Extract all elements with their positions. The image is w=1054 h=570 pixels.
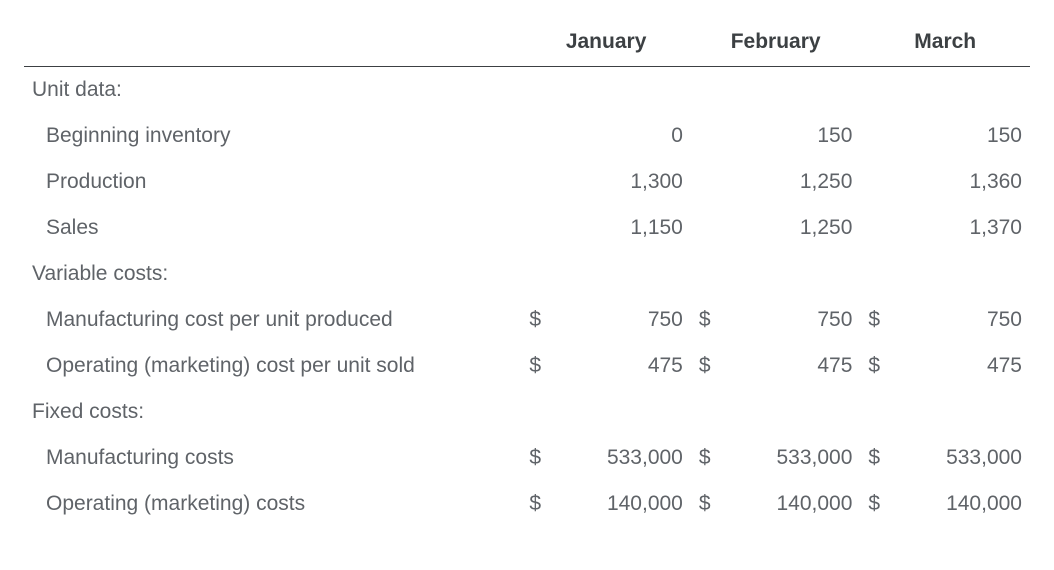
currency-symbol: $ bbox=[521, 343, 555, 389]
row-label: Beginning inventory bbox=[24, 113, 521, 159]
cell-value: 140,000 bbox=[725, 481, 861, 527]
currency-symbol: $ bbox=[691, 481, 725, 527]
currency-symbol bbox=[691, 205, 725, 251]
header-month: February bbox=[691, 20, 861, 67]
cell-value: 1,360 bbox=[894, 159, 1030, 205]
cell-value: 533,000 bbox=[894, 435, 1030, 481]
table-row: Sales 1,150 1,250 1,370 bbox=[24, 205, 1030, 251]
cell-value: 1,150 bbox=[555, 205, 691, 251]
cell-value: 475 bbox=[555, 343, 691, 389]
cell-value: 1,370 bbox=[894, 205, 1030, 251]
currency-symbol: $ bbox=[860, 297, 894, 343]
header-month: March bbox=[860, 20, 1030, 67]
cost-data-table: January February March Unit data: Beginn… bbox=[24, 20, 1030, 527]
section-heading-row: Fixed costs: bbox=[24, 389, 1030, 435]
header-month: January bbox=[521, 20, 691, 67]
table-row: Beginning inventory 0 150 150 bbox=[24, 113, 1030, 159]
table-body: Unit data: Beginning inventory 0 150 150… bbox=[24, 67, 1030, 528]
cell-value: 533,000 bbox=[725, 435, 861, 481]
row-label: Operating (marketing) costs bbox=[24, 481, 521, 527]
cell-value: 1,300 bbox=[555, 159, 691, 205]
table-row: Operating (marketing) costs $ 140,000 $ … bbox=[24, 481, 1030, 527]
row-label: Manufacturing cost per unit produced bbox=[24, 297, 521, 343]
currency-symbol: $ bbox=[691, 343, 725, 389]
currency-symbol: $ bbox=[860, 435, 894, 481]
section-heading: Variable costs: bbox=[24, 251, 521, 297]
currency-symbol bbox=[860, 205, 894, 251]
cell-value: 0 bbox=[555, 113, 691, 159]
cell-value: 140,000 bbox=[555, 481, 691, 527]
row-label: Manufacturing costs bbox=[24, 435, 521, 481]
table-row: Manufacturing costs $ 533,000 $ 533,000 … bbox=[24, 435, 1030, 481]
cell-value: 1,250 bbox=[725, 205, 861, 251]
cell-value: 533,000 bbox=[555, 435, 691, 481]
currency-symbol: $ bbox=[521, 481, 555, 527]
currency-symbol: $ bbox=[691, 297, 725, 343]
currency-symbol bbox=[521, 113, 555, 159]
cell-value: 750 bbox=[555, 297, 691, 343]
cell-value: 475 bbox=[894, 343, 1030, 389]
cell-value: 1,250 bbox=[725, 159, 861, 205]
cell-value: 150 bbox=[894, 113, 1030, 159]
currency-symbol: $ bbox=[521, 435, 555, 481]
currency-symbol bbox=[691, 113, 725, 159]
row-label: Production bbox=[24, 159, 521, 205]
currency-symbol: $ bbox=[521, 297, 555, 343]
row-label: Sales bbox=[24, 205, 521, 251]
header-label bbox=[24, 20, 521, 67]
table-row: Operating (marketing) cost per unit sold… bbox=[24, 343, 1030, 389]
cell-value: 140,000 bbox=[894, 481, 1030, 527]
table-row: Manufacturing cost per unit produced $ 7… bbox=[24, 297, 1030, 343]
currency-symbol: $ bbox=[691, 435, 725, 481]
table-row: Production 1,300 1,250 1,360 bbox=[24, 159, 1030, 205]
currency-symbol bbox=[521, 159, 555, 205]
currency-symbol: $ bbox=[860, 481, 894, 527]
currency-symbol bbox=[860, 159, 894, 205]
currency-symbol: $ bbox=[860, 343, 894, 389]
cell-value: 750 bbox=[894, 297, 1030, 343]
currency-symbol bbox=[521, 205, 555, 251]
section-heading: Fixed costs: bbox=[24, 389, 521, 435]
cell-value: 150 bbox=[725, 113, 861, 159]
section-heading-row: Variable costs: bbox=[24, 251, 1030, 297]
currency-symbol bbox=[860, 113, 894, 159]
section-heading-row: Unit data: bbox=[24, 67, 1030, 114]
table-header-row: January February March bbox=[24, 20, 1030, 67]
cell-value: 475 bbox=[725, 343, 861, 389]
cell-value: 750 bbox=[725, 297, 861, 343]
row-label: Operating (marketing) cost per unit sold bbox=[24, 343, 521, 389]
section-heading: Unit data: bbox=[24, 67, 521, 114]
currency-symbol bbox=[691, 159, 725, 205]
